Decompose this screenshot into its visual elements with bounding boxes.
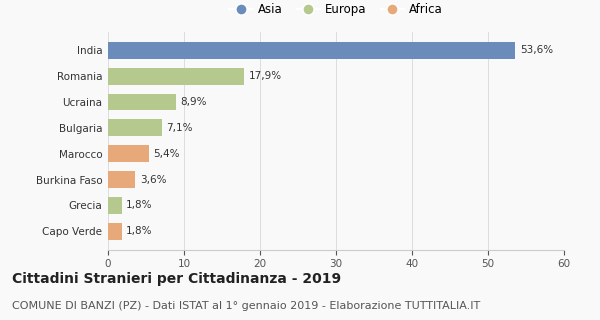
Text: 1,8%: 1,8% <box>126 226 153 236</box>
Text: 17,9%: 17,9% <box>248 71 282 81</box>
Text: COMUNE DI BANZI (PZ) - Dati ISTAT al 1° gennaio 2019 - Elaborazione TUTTITALIA.I: COMUNE DI BANZI (PZ) - Dati ISTAT al 1° … <box>12 301 480 311</box>
Text: 3,6%: 3,6% <box>140 175 166 185</box>
Bar <box>108 42 515 59</box>
Bar <box>108 223 122 240</box>
Text: 5,4%: 5,4% <box>154 149 180 159</box>
Bar <box>108 145 149 162</box>
Text: 7,1%: 7,1% <box>167 123 193 133</box>
Text: Cittadini Stranieri per Cittadinanza - 2019: Cittadini Stranieri per Cittadinanza - 2… <box>12 272 341 286</box>
Text: 1,8%: 1,8% <box>126 200 153 211</box>
Bar <box>108 119 162 136</box>
Bar <box>108 171 136 188</box>
Bar <box>108 68 244 84</box>
Bar <box>108 94 176 110</box>
Text: 53,6%: 53,6% <box>520 45 553 55</box>
Text: 8,9%: 8,9% <box>180 97 206 107</box>
Legend: Asia, Europa, Africa: Asia, Europa, Africa <box>224 0 448 21</box>
Bar <box>108 197 122 214</box>
